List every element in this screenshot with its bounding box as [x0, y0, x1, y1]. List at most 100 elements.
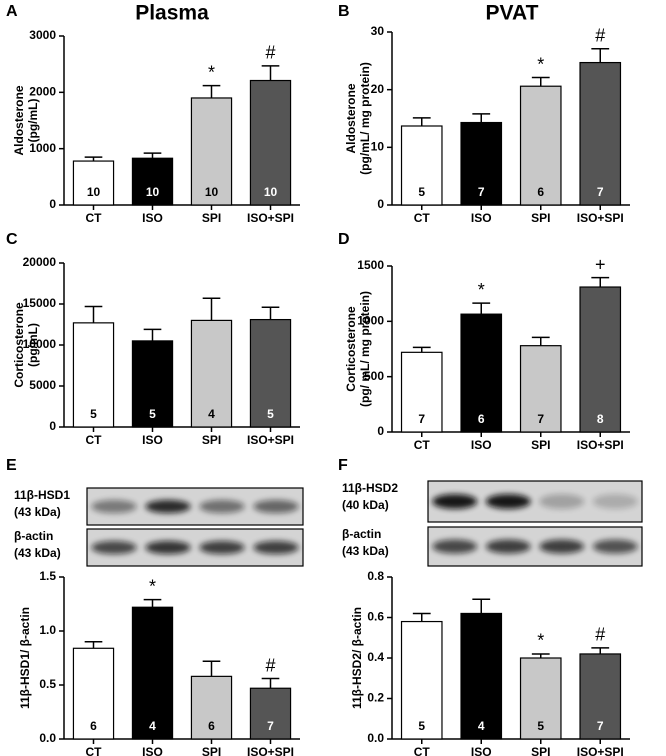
n-label: 5 — [418, 719, 425, 733]
n-label: 5 — [149, 407, 156, 421]
n-label: 4 — [478, 719, 485, 733]
y-tick-label: 10 — [371, 140, 385, 154]
bar — [249, 687, 292, 740]
x-tick-label: SPI — [531, 745, 550, 756]
y-tick-label: 5000 — [29, 378, 56, 392]
y-tick-label: 20 — [371, 82, 385, 96]
blot-label: (40 kDa) — [342, 498, 389, 512]
n-label: 6 — [537, 185, 544, 199]
chart-title: PVAT — [486, 2, 539, 25]
significance-marker: * — [537, 54, 544, 74]
n-label: 7 — [478, 185, 485, 199]
x-tick-label: CT — [414, 745, 431, 756]
x-tick-label: SPI — [531, 211, 550, 225]
bar — [131, 157, 174, 206]
n-label: 6 — [208, 719, 215, 733]
x-tick-label: SPI — [202, 745, 221, 756]
x-tick-label: ISO+SPI — [247, 433, 294, 447]
n-label: 4 — [208, 407, 215, 421]
blot-label: 11β-HSD2 — [342, 481, 398, 495]
n-label: 10 — [87, 185, 101, 199]
bar — [72, 647, 115, 740]
blot-band — [253, 540, 299, 555]
blot-band — [91, 540, 137, 555]
significance-marker: + — [595, 254, 606, 274]
blot-band — [539, 539, 585, 554]
significance-marker: * — [208, 62, 215, 82]
blot-label: (43 kDa) — [342, 544, 389, 558]
y-axis-label: Aldosterone — [12, 85, 26, 155]
blot-band — [592, 539, 638, 554]
bar — [190, 97, 233, 206]
y-axis-label: Aldosterone — [344, 83, 358, 153]
bar — [579, 286, 622, 433]
blot-band — [199, 499, 245, 514]
bar — [190, 675, 233, 740]
bar — [400, 620, 443, 740]
y-tick-label: 0.2 — [367, 691, 384, 705]
blot-band — [145, 540, 191, 555]
n-label: 8 — [597, 412, 604, 426]
x-tick-label: CT — [86, 433, 103, 447]
bar — [72, 160, 115, 206]
significance-marker: # — [265, 43, 275, 63]
n-label: 4 — [149, 719, 156, 733]
blot-label: 11β-HSD1 — [14, 488, 70, 502]
y-axis-label: Corticosterone — [12, 302, 26, 388]
blot-label: β-actin — [342, 527, 381, 541]
bar — [400, 351, 443, 433]
y-tick-label: 1.5 — [39, 569, 56, 583]
y-tick-label: 0.8 — [367, 569, 384, 583]
x-tick-label: CT — [414, 211, 431, 225]
n-label: 7 — [597, 719, 604, 733]
n-label: 10 — [146, 185, 160, 199]
x-tick-label: ISO — [142, 211, 163, 225]
blot-label: β-actin — [14, 529, 53, 543]
bar — [460, 612, 503, 740]
x-tick-label: ISO+SPI — [577, 211, 624, 225]
n-label: 7 — [418, 412, 425, 426]
x-tick-label: ISO — [471, 211, 492, 225]
n-label: 6 — [478, 412, 485, 426]
significance-marker: * — [149, 576, 156, 596]
y-axis-label: 11β-HSD2/ β-actin — [350, 607, 364, 709]
x-tick-label: CT — [414, 438, 431, 452]
y-tick-label: 20000 — [23, 255, 57, 269]
x-tick-label: ISO — [142, 433, 163, 447]
n-label: 10 — [205, 185, 219, 199]
y-tick-label: 1000 — [357, 314, 384, 328]
y-axis-label: (pg/ mL/ mg protein) — [358, 291, 372, 407]
x-tick-label: ISO+SPI — [247, 745, 294, 756]
bar — [190, 319, 233, 428]
n-label: 10 — [264, 185, 278, 199]
n-label: 5 — [418, 185, 425, 199]
y-tick-label: 500 — [364, 369, 384, 383]
y-axis-label: (pg/mL/ mg protein) — [358, 62, 372, 175]
y-tick-label: 0 — [377, 424, 384, 438]
n-label: 5 — [267, 407, 274, 421]
blot-label: (43 kDa) — [14, 505, 61, 519]
bar — [460, 121, 503, 206]
bar — [249, 79, 292, 206]
panel-letter: F — [338, 457, 348, 474]
y-tick-label: 3000 — [29, 28, 56, 42]
n-label: 7 — [267, 719, 274, 733]
x-tick-label: CT — [86, 211, 103, 225]
bar — [519, 657, 562, 740]
significance-marker: * — [478, 280, 485, 300]
bar — [519, 345, 562, 433]
x-tick-label: ISO — [471, 745, 492, 756]
n-label: 5 — [537, 719, 544, 733]
y-tick-label: 0.0 — [39, 731, 56, 745]
n-label: 7 — [597, 185, 604, 199]
panel-letter: E — [6, 457, 17, 474]
bar — [131, 340, 174, 428]
blot-band — [253, 499, 299, 514]
x-tick-label: SPI — [531, 438, 550, 452]
blot-band — [145, 499, 191, 514]
bar — [400, 125, 443, 206]
y-axis-label: Corticosterone — [344, 306, 358, 392]
y-tick-label: 15000 — [23, 296, 57, 310]
significance-marker: * — [537, 631, 544, 651]
